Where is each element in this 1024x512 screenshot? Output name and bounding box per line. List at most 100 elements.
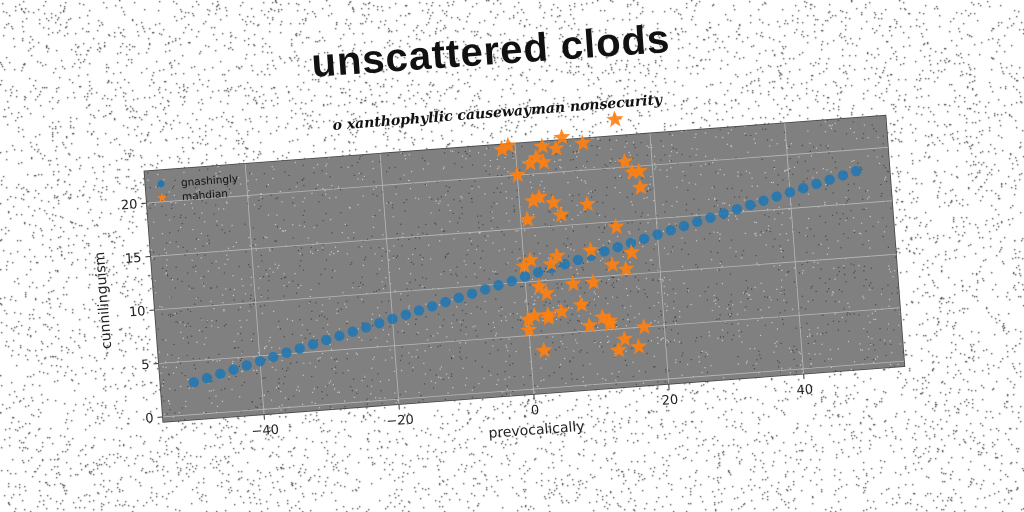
point-mahdian	[537, 284, 555, 302]
point-gnashingly	[215, 368, 226, 380]
point-gnashingly	[347, 326, 358, 337]
legend-item-gnashingly: gnashingly	[157, 173, 239, 189]
point-gnashingly	[453, 292, 464, 304]
point-mahdian	[609, 341, 628, 359]
point-mahdian	[499, 136, 517, 154]
point-gnashingly	[400, 309, 412, 320]
point-gnashingly	[201, 372, 213, 384]
point-mahdian	[493, 140, 511, 158]
x-grid-line	[649, 132, 670, 385]
point-gnashingly	[281, 347, 292, 358]
point-mahdian	[584, 273, 602, 291]
point-gnashingly	[784, 187, 796, 198]
y-axis-label: cunnilinguism	[92, 251, 115, 349]
point-mahdian	[544, 193, 562, 211]
point-gnashingly	[241, 360, 252, 371]
point-gnashingly	[480, 284, 491, 295]
x-tick-label: 0	[530, 403, 539, 419]
point-gnashingly	[824, 174, 835, 185]
point-gnashingly	[758, 195, 769, 206]
x-tick-label: −20	[386, 412, 414, 429]
point-gnashingly	[413, 305, 425, 316]
x-tick-label: −40	[251, 423, 279, 440]
point-gnashingly	[466, 288, 478, 299]
point-gnashingly	[374, 317, 385, 329]
point-gnashingly	[612, 241, 623, 253]
point-mahdian	[606, 110, 624, 128]
point-mahdian	[508, 166, 526, 183]
y-grid-line	[150, 200, 893, 257]
point-gnashingly	[652, 229, 663, 240]
point-mahdian	[600, 311, 619, 329]
y-tick-label: 5	[141, 358, 150, 374]
point-gnashingly	[321, 334, 332, 346]
point-gnashingly	[506, 275, 517, 287]
point-mahdian	[521, 154, 539, 172]
x-grid-line	[379, 153, 400, 405]
point-mahdian	[519, 310, 537, 328]
point-gnashingly	[440, 296, 451, 308]
point-mahdian	[533, 137, 551, 155]
point-mahdian	[615, 330, 633, 347]
point-gnashingly	[731, 204, 743, 215]
point-mahdian	[534, 153, 552, 171]
x-grid-line	[244, 163, 265, 415]
point-mahdian	[552, 302, 570, 320]
point-mahdian	[553, 128, 571, 146]
point-mahdian	[572, 295, 590, 313]
point-mahdian	[525, 306, 544, 324]
point-mahdian	[542, 255, 560, 272]
y-tick-label: 20	[120, 197, 138, 213]
legend-item-mahdian: mahdian	[157, 188, 228, 203]
point-gnashingly	[533, 267, 544, 278]
point-gnashingly	[837, 170, 849, 181]
point-mahdian	[518, 210, 536, 228]
y-tick-label: 10	[128, 304, 146, 320]
point-mahdian	[530, 188, 548, 205]
axes: −40 −20 0 20 40 0 5 10 15 20	[120, 114, 906, 440]
point-gnashingly	[360, 322, 372, 333]
point-mahdian	[520, 321, 538, 338]
data-marks	[188, 110, 862, 388]
point-mahdian	[630, 162, 648, 180]
point-mahdian	[515, 257, 533, 274]
point-gnashingly	[638, 233, 650, 244]
point-gnashingly	[771, 191, 782, 202]
y-tick-label: 15	[124, 251, 142, 267]
point-mahdian	[593, 308, 611, 325]
point-mahdian	[578, 195, 596, 212]
x-tick-label: 20	[661, 393, 679, 409]
point-mahdian	[521, 251, 539, 268]
legend-marker-mahdian	[157, 192, 167, 202]
point-mahdian	[630, 337, 648, 355]
point-gnashingly	[254, 356, 266, 367]
point-mahdian	[552, 205, 570, 223]
x-tick-label: 40	[796, 382, 814, 398]
point-gnashingly	[851, 165, 862, 177]
x-grid-line	[784, 122, 805, 375]
point-gnashingly	[427, 301, 438, 312]
point-gnashingly	[692, 216, 703, 228]
point-gnashingly	[599, 246, 610, 257]
y-grid-line	[154, 253, 897, 311]
point-mahdian	[547, 139, 565, 157]
point-mahdian	[564, 274, 582, 292]
point-mahdian	[631, 178, 649, 196]
point-gnashingly	[625, 237, 637, 249]
point-mahdian	[622, 243, 641, 261]
point-gnashingly	[811, 178, 822, 190]
point-mahdian	[580, 316, 599, 334]
point-gnashingly	[665, 225, 676, 236]
point-gnashingly	[228, 364, 239, 375]
point-gnashingly	[387, 313, 398, 325]
legend: gnashingly mahdian	[157, 173, 239, 203]
point-mahdian	[635, 317, 653, 335]
point-gnashingly	[334, 330, 345, 342]
point-mahdian	[582, 241, 600, 258]
point-mahdian	[539, 305, 557, 323]
point-gnashingly	[678, 220, 690, 232]
point-mahdian	[530, 277, 548, 295]
point-mahdian	[535, 341, 553, 359]
point-gnashingly	[493, 280, 504, 291]
